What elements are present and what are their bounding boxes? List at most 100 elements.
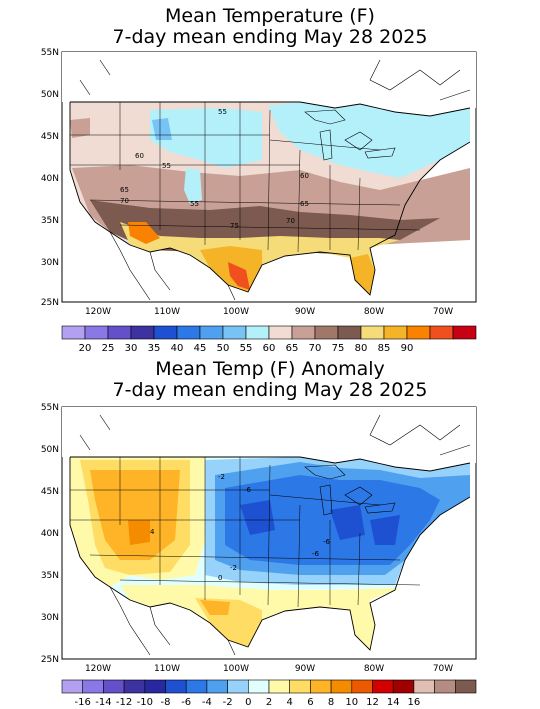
colorbar-swatch (268, 679, 291, 694)
lat-label: 25N (41, 298, 59, 308)
panel2-colorbar: -16 -14 -12 -10 -8 -6 -4 -2 0 2 4 6 8 10 12 14 16 (61, 679, 477, 708)
panel2-contour-label: -6 (323, 538, 331, 546)
lat-label: 40N (41, 174, 59, 184)
colorbar-swatch (383, 325, 408, 340)
panel2-lat-labels: 55N 50N 45N 40N 35N 30N 25N (41, 403, 59, 665)
colorbar-swatch (107, 325, 132, 340)
colorbar-label: -12 (116, 697, 132, 708)
panel1-title-line2: 7-day mean ending May 28 2025 (112, 26, 428, 48)
lat-label: 55N (41, 403, 59, 413)
panel1-band-50 (152, 118, 172, 140)
panel2-title-line2: 7-day mean ending May 28 2025 (112, 379, 428, 401)
lat-label: 25N (41, 655, 59, 665)
panel1-contour-label: 70 (120, 197, 129, 205)
lat-label: 50N (41, 90, 59, 100)
colorbar-swatch (61, 679, 84, 694)
panel2-contour-label: 0 (218, 574, 222, 582)
colorbar-label: 30 (125, 343, 138, 354)
colorbar-swatch (452, 325, 477, 340)
lon-label: 80W (364, 664, 384, 674)
colorbar-label: 55 (240, 343, 253, 354)
panel1-canada-coast (79, 59, 471, 101)
panel2-map-fields: -2 -6 -6 -6 -2 0 4 (62, 407, 476, 656)
lon-label: 110W (154, 664, 180, 674)
colorbar-swatch (392, 679, 415, 694)
lon-label: 90W (295, 664, 315, 674)
colorbar-label: -4 (202, 697, 212, 708)
colorbar-swatch (144, 679, 166, 694)
panel1-great-lakes (304, 109, 396, 161)
panel2-contour-label: -6 (312, 550, 320, 558)
panel2-state-boundaries (70, 457, 421, 608)
colorbar-label: -6 (181, 697, 191, 708)
colorbar-label: 80 (355, 343, 368, 354)
colorbar-swatch (130, 325, 155, 340)
lon-label: 90W (295, 307, 315, 317)
panel1-state-boundaries (70, 102, 421, 253)
colorbar-swatch (360, 325, 385, 340)
colorbar-swatch (185, 679, 208, 694)
colorbar-label: 40 (171, 343, 184, 354)
panel1-contour-label: 65 (120, 186, 129, 194)
lon-label: 80W (364, 307, 384, 317)
panel1-contour-label: 65 (300, 200, 309, 208)
colorbar-swatch (310, 679, 332, 694)
colorbar-label: 60 (263, 343, 276, 354)
colorbar-label: -10 (137, 697, 153, 708)
colorbar-swatch (165, 679, 187, 694)
colorbar-swatch (82, 679, 104, 694)
lon-label: 100W (223, 664, 249, 674)
panel1-contour-label: 55 (162, 162, 171, 170)
panel2-contour-label: -6 (244, 486, 252, 494)
lon-label: 70W (433, 664, 453, 674)
lon-label: 100W (223, 307, 249, 317)
panel1-lat-labels: 55N 50N 45N 40N 35N 30N 25N (41, 48, 59, 308)
panel2-contour-label: -2 (230, 564, 237, 572)
colorbar-label: -16 (75, 697, 91, 708)
colorbar-label: -14 (95, 697, 111, 708)
panel2-band-warm-6 (90, 470, 180, 560)
colorbar-label: 8 (328, 697, 334, 708)
lon-label: 110W (154, 307, 180, 317)
panel2-canada-coast (79, 414, 471, 456)
panel1-band-85-fl (350, 254, 375, 295)
panel2-great-lakes (304, 464, 396, 516)
colorbar-label: -2 (223, 697, 233, 708)
panel1-contour-label: 55 (218, 108, 227, 116)
panel1-map-fields: 55 60 55 55 65 70 60 65 75 70 (62, 52, 476, 301)
lon-label: 70W (433, 307, 453, 317)
panel1-lon-labels: 120W 110W 100W 90W 80W 70W (85, 307, 453, 317)
lat-label: 35N (41, 216, 59, 226)
panel2-canada-land (62, 407, 476, 471)
lat-label: 45N (41, 487, 59, 497)
colorbar-swatch (61, 325, 86, 340)
panel1-band-90 (228, 262, 250, 290)
lat-label: 45N (41, 132, 59, 142)
panel1-band-65-west (70, 118, 90, 138)
panel1-band-55-north (150, 108, 262, 168)
colorbar-label: 0 (245, 697, 251, 708)
lat-label: 30N (41, 613, 59, 623)
panel2-band-warm-8 (128, 520, 150, 545)
colorbar-swatch (289, 679, 311, 694)
panel1-title-line1: Mean Temperature (F) (165, 5, 375, 27)
colorbar-swatch (222, 325, 247, 340)
colorbar-swatch (429, 325, 454, 340)
colorbar-swatch (337, 325, 362, 340)
colorbar-label: -8 (161, 697, 171, 708)
colorbar-swatch (413, 679, 435, 694)
panel1-contour-label: 75 (230, 222, 239, 230)
panel2-mexico-coast (109, 586, 236, 656)
lat-label: 40N (41, 529, 59, 539)
colorbar-label: 45 (194, 343, 207, 354)
colorbar-swatch (268, 325, 293, 340)
panel1-band-55-rockies (184, 168, 202, 204)
colorbar-swatch (245, 325, 270, 340)
colorbar-swatch (103, 679, 125, 694)
panel2-border-canada (70, 456, 471, 472)
colorbar-swatch (351, 679, 373, 694)
colorbar-swatch (330, 679, 353, 694)
panel2-title-line1: Mean Temp (F) Anomaly (155, 358, 385, 380)
panel1-map-figure: 55 60 55 55 65 70 60 65 75 70 55N 50N 45… (41, 48, 477, 354)
colorbar-label: 65 (286, 343, 299, 354)
